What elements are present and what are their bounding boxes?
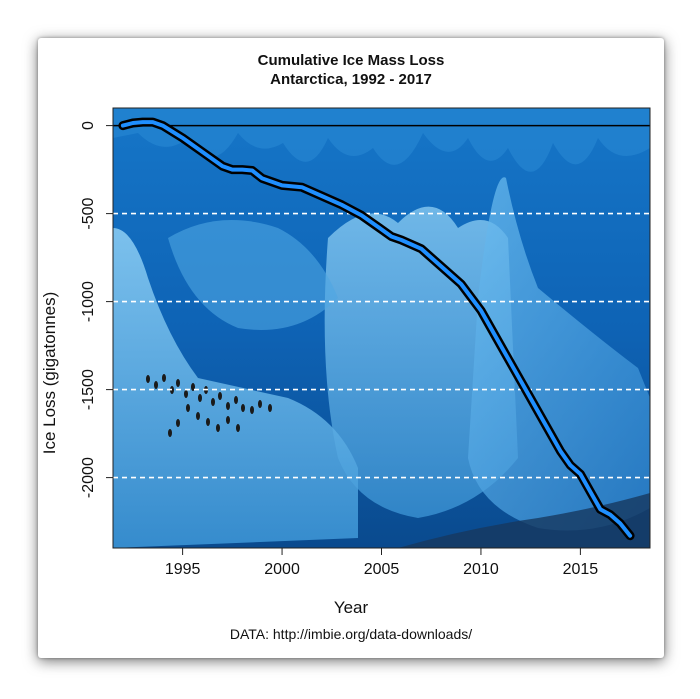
y-tick-label-1: -500 [80,197,97,229]
y-axis-label: Ice Loss (gigatonnes) [40,291,59,455]
chart-svg: 1995 2000 2005 2010 2015 0 -500 -1000 -1500 -200… [80,107,651,578]
x-tick-label-2: 2005 [364,561,400,578]
x-axis-label: Year [333,598,369,617]
y-axis: 0 -500 -1000 -1500 -2000 [80,121,113,498]
y-tick-label-3: -1500 [80,369,97,410]
x-tick-label-3: 2010 [463,561,499,578]
x-tick-label-1: 2000 [264,561,300,578]
chart-subtitle: Antarctica, 1992 - 2017 [270,71,432,88]
ice-loss-curve [118,117,635,541]
y-tick-label-2: -1000 [80,281,97,322]
chart-title: Cumulative Ice Mass Loss [257,52,445,69]
data-source: DATA: http://imbie.org/data-downloads/ [229,626,473,642]
x-tick-label-0: 1995 [165,561,201,578]
y-tick-label-4: -2000 [80,457,97,498]
penguin-cluster [146,374,272,437]
x-axis: 1995 2000 2005 2010 2015 [165,548,598,578]
chart-card: Cumulative Ice Mass Loss Antarctica, 199… [38,38,664,658]
x-tick-label-4: 2015 [563,561,599,578]
y-tick-label-0: 0 [80,121,97,130]
curve-line [120,120,633,538]
ice-photo-background [113,108,650,548]
